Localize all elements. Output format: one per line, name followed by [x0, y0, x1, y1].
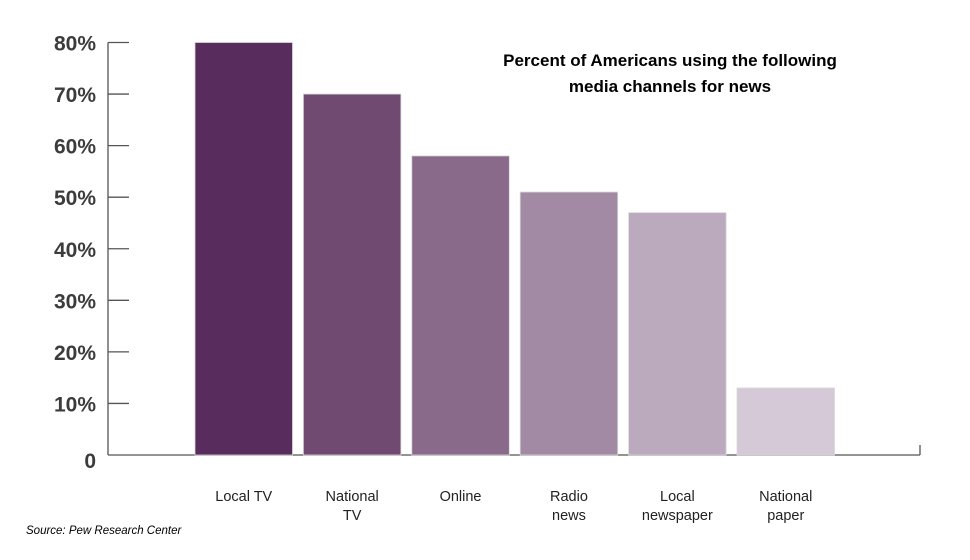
x-tick-label: Radio	[550, 489, 588, 505]
source-note: Source: Pew Research Center	[26, 525, 182, 537]
y-tick-label: 70%	[54, 84, 96, 107]
x-tick-label: newspaper	[642, 508, 713, 524]
y-tick-label: 80%	[54, 33, 96, 56]
chart-title-line-1: Percent of Americans using the following	[503, 51, 837, 70]
x-tick-label: paper	[767, 508, 804, 524]
bar-1	[302, 93, 402, 456]
y-tick-label: 20%	[54, 342, 96, 365]
bar-2	[411, 155, 510, 456]
y-tick-label: 40%	[54, 239, 96, 262]
bar-5	[736, 387, 835, 456]
y-tick-label: 30%	[54, 290, 96, 313]
chart-title: Percent of Americans using the following…	[460, 48, 880, 100]
y-tick-label: 50%	[54, 187, 96, 210]
x-tick-label: National	[759, 489, 812, 505]
x-tick-label: TV	[343, 508, 362, 524]
x-tick-label: Local TV	[215, 489, 272, 505]
y-tick-label: 60%	[54, 136, 96, 159]
bar-4	[628, 212, 727, 456]
y-tick-label: 0	[84, 450, 96, 473]
chart-title-line-2: media channels for news	[568, 77, 772, 96]
bar-3	[519, 191, 619, 456]
bar-0	[194, 42, 293, 456]
x-tick-label: news	[552, 508, 586, 524]
x-tick-label: Local	[660, 489, 695, 505]
x-tick-label: National	[326, 489, 379, 505]
y-tick-label: 10%	[54, 393, 96, 416]
x-tick-label: Online	[440, 489, 482, 505]
